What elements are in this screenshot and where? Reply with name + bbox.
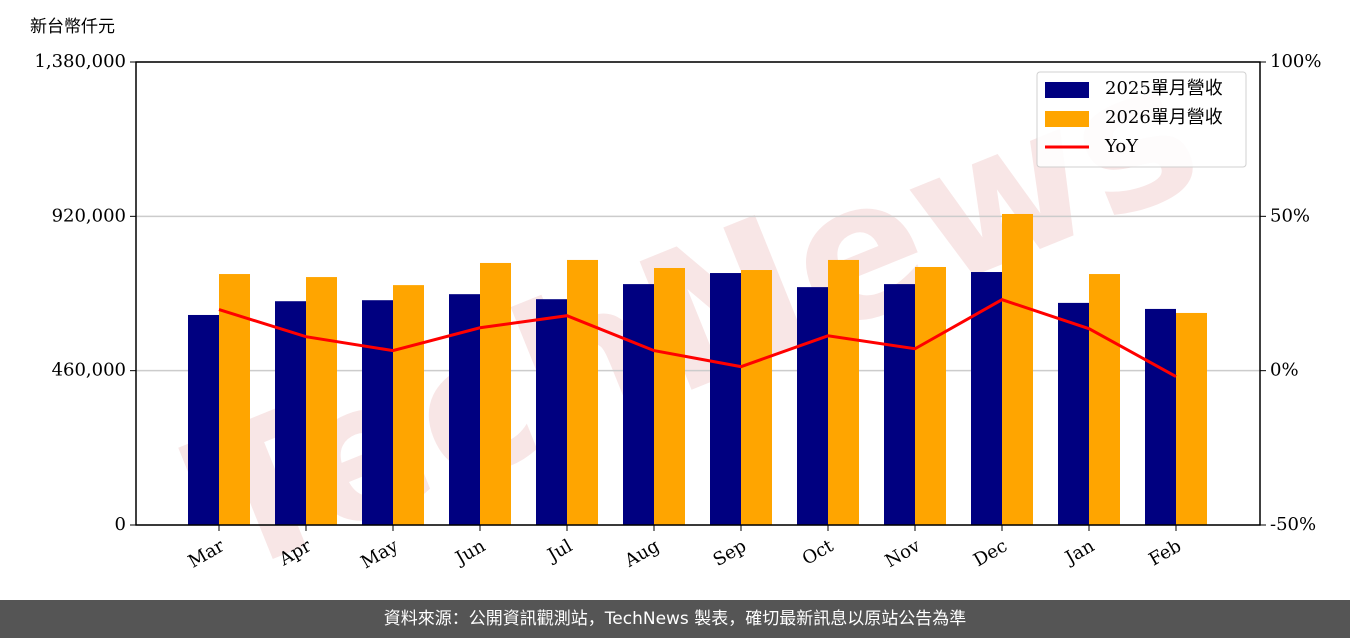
y-axis-label: 新台幣仟元 — [30, 17, 115, 37]
bar — [884, 284, 915, 525]
bar — [1058, 302, 1089, 525]
y-tick-label: 0 — [115, 514, 126, 535]
legend-label: 2026單月營收 — [1105, 107, 1223, 128]
legend-swatch — [1045, 111, 1089, 127]
x-tick-label: Aug — [620, 535, 663, 572]
y-tick-label: 1,380,000 — [34, 51, 126, 72]
bar — [710, 273, 741, 525]
bar — [915, 266, 946, 525]
bar — [797, 287, 828, 525]
bar — [362, 300, 393, 525]
x-tick-label: Oct — [799, 535, 838, 570]
bar — [536, 299, 567, 525]
plot-frame — [135, 61, 1261, 526]
x-tick-label: Sep — [710, 535, 750, 570]
y2-tick-label: 50% — [1270, 205, 1310, 226]
legend-label: 2025單月營收 — [1105, 78, 1223, 99]
bar — [306, 277, 337, 525]
bar — [393, 285, 424, 525]
y2-tick-label: 0% — [1270, 360, 1299, 381]
bar — [654, 268, 685, 525]
legend-swatch — [1045, 82, 1089, 98]
bar — [1002, 213, 1033, 525]
legend-label: YoY — [1104, 136, 1139, 157]
bar — [1176, 312, 1207, 525]
line — [218, 298, 1177, 378]
footer: 資料來源：公開資訊觀測站，TechNews 製表，確切最新訊息以原站公告為準 — [384, 609, 966, 629]
x-tick-label: Jun — [450, 535, 489, 570]
bar — [188, 314, 219, 525]
x-tick-label: Dec — [970, 535, 1011, 571]
bar — [275, 301, 306, 525]
bar — [741, 270, 772, 525]
bar — [480, 262, 511, 525]
x-tick-label: Feb — [1145, 535, 1185, 570]
y-tick-label: 920,000 — [52, 205, 126, 226]
bar — [1145, 308, 1176, 525]
legend-box — [1036, 71, 1247, 168]
y-tick-label: 460,000 — [52, 360, 126, 381]
bar — [1089, 274, 1120, 525]
footer-bar — [0, 600, 1350, 638]
x-tick-label: Nov — [882, 535, 925, 572]
y2-tick-label: 100% — [1270, 51, 1321, 72]
bar — [828, 259, 859, 525]
x-tick-label: Jul — [542, 535, 576, 567]
x-tick-label: Jan — [1060, 535, 1098, 569]
bar — [623, 284, 654, 525]
y2-tick-label: -50% — [1270, 514, 1316, 535]
bar — [567, 259, 598, 525]
